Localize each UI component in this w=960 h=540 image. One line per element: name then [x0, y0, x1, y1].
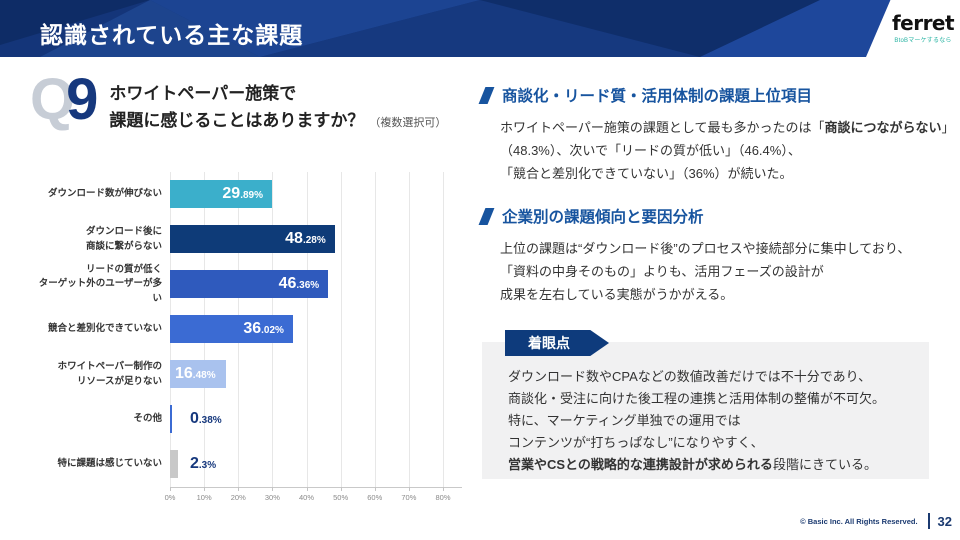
question-number: Q9: [30, 67, 98, 132]
question-block: Q9 ホワイトペーパー施策で 課題に感じることはありますか？ （複数選択可）: [30, 67, 446, 137]
bar-chart: 0% 10% 20% 30% 40% 50% 60% 70% 80% ダウンロード数が伸びない 2…: [30, 172, 466, 517]
bar-area: 36.02%: [170, 315, 462, 343]
analysis-heading-row: 商談化・リード質・活用体制の課題上位項目: [478, 84, 930, 106]
chart-bar: 36.02%: [170, 315, 293, 343]
callout-line: コンテンツが“打ちっぱなし”になりやすく、: [508, 435, 764, 450]
category-label: ダウンロード数が伸びない: [47, 188, 162, 200]
analysis-heading-row: 企業別の課題傾向と要因分析: [478, 205, 930, 227]
analysis-line: 「資料の中身そのもの」よりも、活用フェーズの設計が: [500, 264, 824, 279]
question-text: ホワイトペーパー施策で 課題に感じることはありますか？ （複数選択可）: [109, 70, 446, 137]
analysis-line: 上位の課題は“ダウンロード後”のプロセスや接続部分に集中しており、: [500, 241, 911, 256]
header-pattern: [0, 0, 960, 57]
bar-area: 48.28%: [170, 225, 462, 253]
bar-value-label: 36.02%: [243, 320, 284, 337]
heading-slash-icon: [478, 207, 495, 225]
x-tick-label: 30%: [264, 493, 280, 502]
analysis-body: 上位の課題は“ダウンロード後”のプロセスや接続部分に集中しており、 「資料の中身そ…: [500, 237, 930, 306]
analysis-line: 成果を左右している実態がうかがえる。: [500, 287, 734, 302]
copyright-text: © Basic Inc. All Rights Reserved.: [800, 516, 918, 526]
bar-value-label: 48.28%: [285, 230, 326, 247]
chart-row: ダウンロード数が伸びない 29.89%: [30, 172, 466, 217]
x-tick-label: 20%: [230, 493, 246, 502]
x-tick-label: 0%: [164, 493, 176, 502]
grid-line: [374, 172, 376, 487]
page-title: 認識されている主な課題: [40, 22, 304, 48]
chart-rows: ダウンロード数が伸びない 29.89% ダウンロード後に 商談に繋がらない 48.28%…: [30, 172, 466, 487]
analysis-heading: 企業別の課題傾向と要因分析: [502, 209, 704, 226]
callout-line: 商談化・受注に向けた後工程の連携と活用体制の整備が不可欠。: [508, 391, 886, 406]
grid-line: [443, 172, 444, 487]
bar-value-label: 46.36%: [278, 275, 320, 292]
callout-line: 営業やCSとの戦略的な連携設計が求められる段階にきている。: [508, 457, 877, 472]
chart-bar: 16.48%: [170, 360, 227, 388]
chart-bar: 46.36%: [170, 270, 329, 298]
chart-bar: [170, 450, 178, 478]
axis-tick: [238, 487, 240, 491]
bar-area: 2.3%: [170, 450, 462, 478]
question-line1: ホワイトペーパー施策で: [109, 84, 297, 103]
analysis-line: ホワイトペーパー施策の課題として最も多かったのは「商談につながらない」: [500, 120, 955, 135]
axis-tick: [306, 487, 308, 491]
category-label: ホワイトペーパー制作の リソースが足りない: [57, 361, 162, 387]
axis-tick: [272, 487, 274, 491]
callout-line: 特に、マーケティング単独での運用では: [508, 413, 741, 428]
chart-row: ダウンロード後に 商談に繋がらない 48.28%: [30, 217, 466, 262]
chart-bar: 48.28%: [170, 225, 335, 253]
analysis-column: 商談化・リード質・活用体制の課題上位項目ホワイトペーパー施策の課題として最も多か…: [478, 84, 955, 479]
category-label: 競合と差別化できていない: [47, 323, 162, 335]
footer: © Basic Inc. All Rights Reserved. 32: [800, 513, 952, 529]
ferret-logo-tagline: BtoBマーケするなら: [894, 38, 952, 44]
bar-area: 0.38%: [170, 405, 462, 433]
chart-row: 特に課題は感じていない 2.3%: [30, 442, 466, 487]
bar-area: 29.89%: [170, 180, 462, 208]
axis-tick: [170, 487, 171, 491]
chart-bar: [170, 405, 172, 433]
bar-area: 16.48%: [170, 360, 462, 388]
footer-divider: [927, 513, 930, 529]
analysis-line: （48.3%）、次いで「リードの質が低い」（46.4%）、: [500, 143, 801, 158]
bar-value-label: 2.3%: [190, 455, 217, 472]
chart-row: 競合と差別化できていない 36.02%: [30, 307, 466, 352]
chart-row: ホワイトペーパー制作の リソースが足りない 16.48%: [30, 352, 466, 397]
category-label: その他: [133, 413, 162, 425]
page-number: 32: [937, 513, 952, 529]
bar-value-label: 29.89%: [222, 185, 263, 202]
x-tick-label: 10%: [196, 493, 212, 502]
axis-tick: [443, 487, 444, 491]
x-tick-label: 60%: [367, 493, 383, 502]
x-tick-label: 70%: [401, 493, 417, 502]
axis-tick: [408, 487, 410, 491]
grid-line: [408, 172, 410, 487]
grid-line: [340, 172, 342, 487]
question-note: （複数選択可）: [369, 117, 447, 129]
callout-line: ダウンロード数やCPAなどの数値改善だけでは不十分であり、: [508, 369, 872, 384]
category-label: リードの質が低く ターゲット外のユーザーが多い: [38, 264, 162, 304]
analysis-heading: 商談化・リード質・活用体制の課題上位項目: [502, 88, 813, 105]
bar-area: 46.36%: [170, 270, 462, 298]
ferret-logo-wordmark: ferret: [891, 11, 955, 35]
header-bar: 認識されている主な課題 ferret BtoBマーケするなら: [0, 0, 960, 57]
x-tick-label: 80%: [435, 493, 451, 502]
category-label: ダウンロード後に 商談に繋がらない: [85, 226, 162, 252]
question-line2: 課題に感じることはありますか？ （複数選択可）: [109, 111, 447, 130]
analysis-body: ホワイトペーパー施策の課題として最も多かったのは「商談につながらない」 （48.3…: [500, 116, 955, 185]
callout: 着眼点 ダウンロード数やCPAなどの数値改善だけでは不十分であり、 商談化・受注に…: [482, 330, 930, 479]
chart-row: その他 0.38%: [30, 397, 466, 442]
grid-line: [306, 172, 308, 487]
callout-badge: 着眼点: [505, 330, 609, 356]
bar-value-label: 0.38%: [190, 410, 222, 427]
x-tick-label: 50%: [333, 493, 349, 502]
analysis-line: 「競合と差別化できていない」（36%）が続いた。: [500, 166, 793, 181]
x-tick-label: 40%: [298, 493, 315, 502]
axis-tick: [340, 487, 342, 491]
chart-row: リードの質が低く ターゲット外のユーザーが多い 46.36%: [30, 262, 466, 307]
chart-bar: 29.89%: [170, 180, 272, 208]
heading-slash-icon: [478, 86, 495, 104]
callout-box: ダウンロード数やCPAなどの数値改善だけでは不十分であり、 商談化・受注に向けた後…: [482, 342, 929, 479]
category-label: 特に課題は感じていない: [57, 458, 162, 470]
axis-tick: [204, 487, 206, 491]
bar-value-label: 16.48%: [175, 365, 216, 382]
axis-tick: [374, 487, 376, 491]
